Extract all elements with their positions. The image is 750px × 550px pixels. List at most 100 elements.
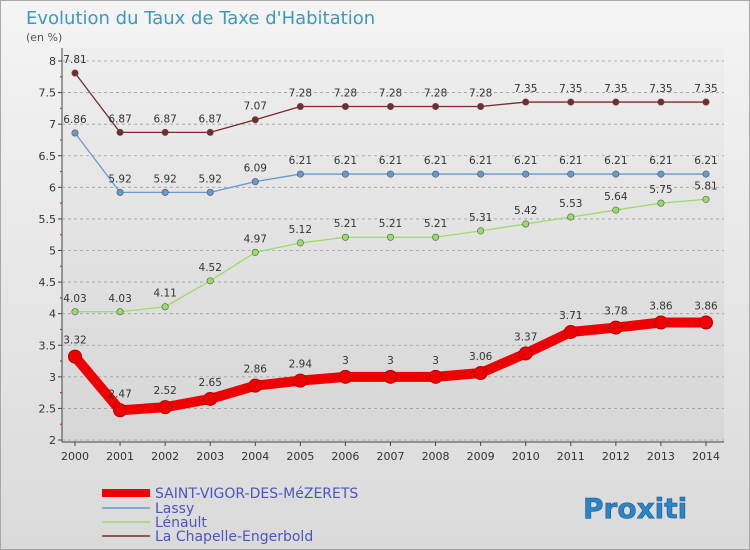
data-point bbox=[158, 400, 173, 415]
data-label: 7.81 bbox=[63, 54, 86, 66]
data-label: 3.86 bbox=[649, 301, 673, 313]
proxiti-logo: Proxiti bbox=[583, 492, 688, 526]
data-label: 6.21 bbox=[289, 155, 312, 167]
data-point bbox=[477, 102, 485, 110]
data-point bbox=[338, 369, 353, 384]
y-tick-label: 5 bbox=[49, 245, 56, 258]
data-label: 5.42 bbox=[514, 205, 537, 217]
data-label: 7.28 bbox=[334, 87, 357, 99]
series-3 bbox=[71, 69, 710, 136]
data-label: 2.94 bbox=[289, 359, 313, 371]
data-point bbox=[296, 102, 304, 110]
y-tick-label: 4.5 bbox=[39, 276, 57, 289]
legend-label: Lénault bbox=[155, 515, 207, 531]
data-point bbox=[296, 239, 304, 247]
data-point bbox=[657, 199, 665, 207]
x-tick-label: 2008 bbox=[422, 450, 450, 463]
data-point bbox=[612, 170, 620, 178]
data-label: 4.52 bbox=[199, 262, 222, 274]
data-label: 2.65 bbox=[199, 377, 222, 389]
chart-subtitle: (en %) bbox=[26, 31, 62, 44]
data-label: 3.32 bbox=[63, 335, 86, 347]
y-tick-label: 7.5 bbox=[39, 87, 57, 100]
data-point bbox=[432, 170, 440, 178]
data-label: 3.06 bbox=[469, 351, 493, 363]
data-label: 6.21 bbox=[424, 155, 447, 167]
legend-label: La Chapelle-Engerbold bbox=[155, 529, 313, 545]
data-label: 7.35 bbox=[604, 83, 627, 95]
data-point bbox=[432, 102, 440, 110]
data-point bbox=[113, 403, 128, 418]
data-point bbox=[477, 170, 485, 178]
data-label: 5.92 bbox=[108, 173, 131, 185]
data-point bbox=[608, 320, 623, 335]
data-point bbox=[386, 102, 394, 110]
y-tick-label: 3 bbox=[49, 371, 56, 384]
data-point bbox=[699, 315, 713, 330]
y-tick-label: 4 bbox=[49, 308, 56, 321]
data-label: 6.09 bbox=[244, 163, 267, 175]
x-tick-label: 2012 bbox=[602, 450, 630, 463]
data-point bbox=[432, 233, 440, 241]
data-point bbox=[248, 378, 263, 393]
data-label: 7.28 bbox=[469, 87, 492, 99]
x-tick-label: 2004 bbox=[241, 450, 269, 463]
data-point bbox=[161, 128, 169, 136]
data-label: 6.21 bbox=[559, 155, 582, 167]
data-label: 6.21 bbox=[334, 155, 357, 167]
data-label: 2.52 bbox=[153, 385, 176, 397]
data-point bbox=[653, 315, 668, 330]
legend-item-2: Lénault bbox=[102, 515, 207, 531]
data-point bbox=[293, 373, 308, 388]
data-label: 7.35 bbox=[649, 83, 672, 95]
x-tick-label: 2014 bbox=[692, 450, 720, 463]
data-label: 2.86 bbox=[244, 364, 268, 376]
data-point bbox=[567, 170, 575, 178]
data-point bbox=[206, 188, 214, 196]
data-label: 5.21 bbox=[379, 218, 402, 230]
series-0 bbox=[68, 315, 713, 418]
data-point bbox=[567, 213, 575, 221]
data-label: 7.35 bbox=[559, 83, 582, 95]
data-label: 7.28 bbox=[379, 87, 402, 99]
data-point bbox=[386, 170, 394, 178]
data-point bbox=[71, 129, 79, 137]
data-label: 4.03 bbox=[63, 293, 86, 305]
data-label: 6.21 bbox=[379, 155, 402, 167]
data-point bbox=[657, 170, 665, 178]
data-point bbox=[116, 308, 124, 316]
data-point bbox=[296, 170, 304, 178]
x-tick-label: 2009 bbox=[467, 450, 495, 463]
data-point bbox=[477, 227, 485, 235]
data-label: 5.64 bbox=[604, 191, 628, 203]
x-tick-label: 2011 bbox=[557, 450, 585, 463]
data-label: 7.35 bbox=[694, 83, 717, 95]
data-point bbox=[567, 98, 575, 106]
data-label: 6.87 bbox=[153, 113, 176, 125]
x-tick-label: 2001 bbox=[106, 450, 134, 463]
x-tick-label: 2007 bbox=[377, 450, 405, 463]
data-point bbox=[116, 188, 124, 196]
data-label: 3.86 bbox=[694, 301, 718, 313]
data-label: 3.78 bbox=[604, 306, 627, 318]
y-tick-label: 2.5 bbox=[39, 402, 57, 415]
data-label: 6.21 bbox=[514, 155, 537, 167]
y-tick-label: 6 bbox=[49, 181, 56, 194]
data-point bbox=[702, 170, 710, 178]
y-tick-label: 8 bbox=[49, 55, 56, 68]
legend-label: Lassy bbox=[155, 501, 194, 517]
legend-item-3: La Chapelle-Engerbold bbox=[102, 529, 313, 545]
data-point bbox=[341, 102, 349, 110]
data-point bbox=[251, 248, 259, 256]
data-point bbox=[612, 206, 620, 214]
data-label: 3.37 bbox=[514, 331, 537, 343]
data-point bbox=[206, 277, 214, 285]
y-tick-label: 7 bbox=[49, 118, 56, 131]
y-tick-label: 6.5 bbox=[39, 150, 57, 163]
data-label: 5.81 bbox=[694, 180, 717, 192]
series-2 bbox=[71, 195, 710, 316]
data-point bbox=[68, 349, 82, 364]
logo-text: Proxiti bbox=[583, 492, 687, 525]
y-tick-label: 5.5 bbox=[39, 213, 57, 226]
